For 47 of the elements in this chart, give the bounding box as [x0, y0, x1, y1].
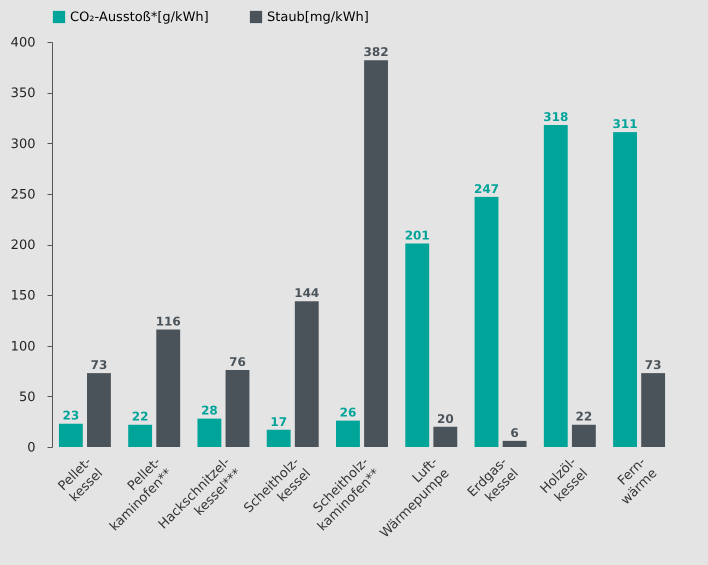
y-tick-label: 350 [10, 86, 36, 102]
data-label: 382 [364, 45, 389, 60]
y-tick-label: 50 [18, 390, 36, 405]
legend-label: Staub[mg/kWh] [267, 10, 369, 25]
data-label: 17 [270, 414, 288, 429]
bar [613, 132, 637, 447]
bar [294, 301, 319, 447]
bar [197, 418, 222, 447]
bar [641, 373, 666, 447]
bar [474, 196, 498, 447]
data-label: 76 [229, 355, 246, 370]
data-label: 201 [404, 228, 430, 242]
bar [433, 426, 458, 447]
y-tick-label: 0 [27, 440, 36, 456]
y-tick-label: 300 [10, 136, 36, 152]
data-label: 6 [510, 426, 519, 440]
data-label: 247 [474, 182, 500, 196]
bar [266, 430, 291, 447]
data-label: 22 [576, 410, 592, 424]
data-label: 28 [201, 404, 218, 418]
data-label: 318 [543, 110, 568, 124]
bar [58, 424, 83, 447]
bar [156, 330, 180, 447]
bar [336, 420, 360, 447]
bar [405, 243, 430, 447]
y-tick-label: 100 [10, 339, 36, 354]
data-label: 73 [644, 358, 662, 372]
bar [572, 424, 596, 447]
data-label: 311 [612, 117, 638, 132]
data-label: 73 [90, 358, 108, 372]
bar [87, 373, 111, 447]
bar [226, 370, 250, 447]
y-tick-label: 250 [10, 187, 36, 202]
y-tick-label: 200 [10, 238, 36, 253]
data-label: 23 [62, 408, 80, 423]
bar [128, 424, 152, 447]
bar [544, 125, 568, 447]
bar [502, 440, 527, 447]
y-tick-label: 400 [10, 36, 36, 50]
data-label: 116 [156, 314, 181, 329]
data-label: 144 [294, 286, 320, 300]
bar [364, 60, 388, 447]
data-label: 20 [436, 412, 454, 426]
legend-label: CO₂-Ausstoß*[g/kWh] [70, 10, 209, 25]
data-label: 22 [132, 410, 148, 424]
y-tick-label: 150 [10, 288, 36, 304]
data-label: 26 [340, 406, 356, 420]
